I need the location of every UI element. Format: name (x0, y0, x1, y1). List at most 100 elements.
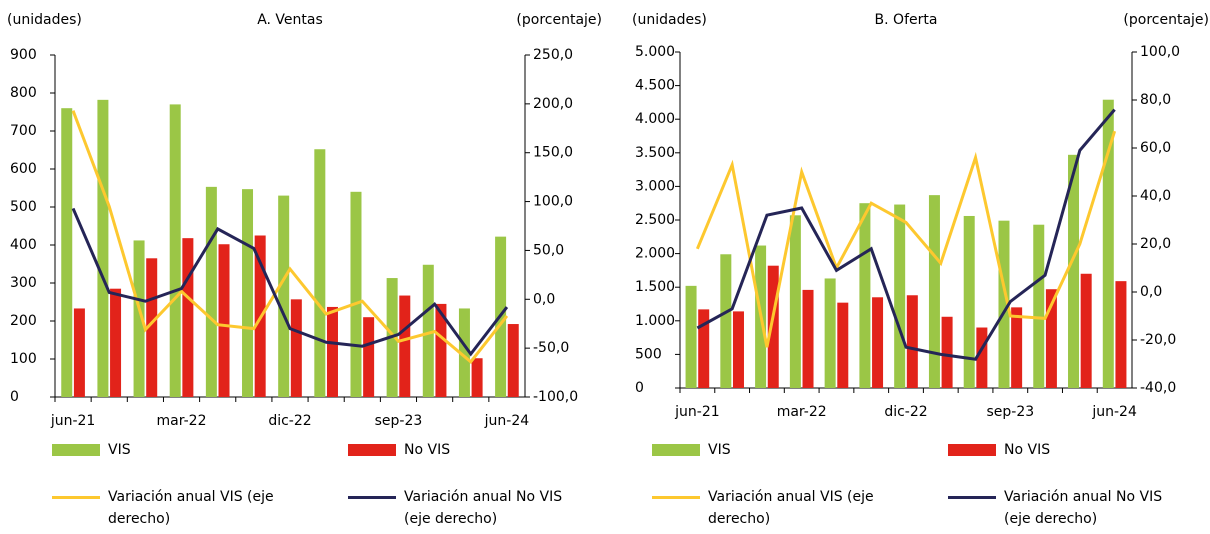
y2-tick-label: -100,0 (533, 389, 578, 405)
legend-label: Variación anual VIS (eje derecho) (108, 489, 274, 527)
bar (73, 308, 85, 397)
y2-tick-label: 60,0 (1140, 140, 1171, 156)
x-tick-label: mar-22 (157, 413, 207, 429)
y-tick-label: 2.500 (635, 212, 675, 228)
x-tick-label: jun-21 (50, 413, 96, 429)
y-tick-label: 0 (635, 380, 644, 396)
bar (837, 302, 849, 388)
bar (507, 324, 519, 397)
bar (789, 215, 801, 388)
x-tick-label: sep-23 (375, 413, 423, 429)
legend-swatch (348, 444, 396, 456)
legend-swatch (948, 444, 996, 456)
bar (906, 295, 918, 388)
y2-tick-label: 80,0 (1140, 92, 1171, 108)
bar (1102, 99, 1114, 388)
bar (976, 327, 988, 388)
line (696, 108, 1116, 361)
y-tick-label: 300 (10, 275, 37, 291)
bar (422, 264, 434, 397)
bar (859, 203, 871, 388)
bar (205, 186, 217, 397)
legend-label: VIS (108, 442, 131, 458)
bar (802, 289, 814, 388)
bar (720, 254, 732, 388)
y-tick-label: 3.000 (635, 178, 675, 194)
line (71, 207, 509, 357)
y-tick-label: 400 (10, 237, 37, 253)
bar (290, 299, 302, 397)
y2-tick-label: -40,0 (1140, 380, 1176, 396)
chart-title: A. Ventas (257, 12, 323, 28)
bar (399, 295, 411, 397)
bar (1011, 307, 1023, 388)
bar (1080, 273, 1092, 388)
y-tick-label: 0 (10, 389, 19, 405)
y2-tick-label: -20,0 (1140, 332, 1176, 348)
legend-label: Variación anual No VIS (eje derecho) (404, 489, 563, 527)
legend-label: No VIS (404, 442, 451, 458)
legend-line (948, 495, 996, 499)
bar (435, 303, 447, 397)
bar (767, 265, 779, 388)
bar (471, 358, 483, 397)
y-tick-label: 900 (10, 47, 37, 63)
bar (998, 220, 1010, 388)
y-tick-label: 200 (10, 313, 37, 329)
bar (314, 149, 326, 397)
line (71, 110, 509, 364)
y-tick-label: 500 (635, 346, 662, 362)
legend-line (348, 495, 396, 499)
bar (941, 316, 953, 388)
bar (146, 258, 158, 397)
bar (872, 297, 884, 388)
x-tick-label: sep-23 (986, 404, 1034, 420)
y-tick-label: 2.000 (635, 246, 675, 262)
x-tick-label: dic-22 (268, 413, 311, 429)
y2-tick-label: 0,0 (1140, 284, 1162, 300)
legend-label: VIS (708, 442, 731, 458)
y-tick-label: 700 (10, 123, 37, 139)
y2-tick-label: 100,0 (533, 194, 573, 210)
legend-swatch (652, 444, 700, 456)
y2-tick-label: 150,0 (533, 145, 573, 161)
bar (169, 104, 181, 398)
bar (218, 244, 230, 397)
y-tick-label: 5.000 (635, 44, 675, 60)
y2-tick-label: 200,0 (533, 96, 573, 112)
line (695, 130, 1117, 348)
y-tick-label: 600 (10, 161, 37, 177)
bar (133, 240, 145, 397)
bar (363, 317, 375, 397)
y2-axis-label: (porcentaje) (516, 12, 602, 28)
y2-tick-label: 100,0 (1140, 44, 1180, 60)
bar (1033, 224, 1045, 388)
y2-tick-label: 50,0 (533, 242, 564, 258)
y2-tick-label: 0,0 (533, 291, 555, 307)
x-tick-label: jun-21 (674, 404, 720, 420)
y-axis-label: (unidades) (7, 12, 82, 28)
x-tick-label: mar-22 (777, 404, 827, 420)
y2-axis-label: (porcentaje) (1123, 12, 1209, 28)
bar (685, 285, 697, 388)
bar (698, 309, 710, 388)
bar (1115, 281, 1127, 388)
bar (61, 108, 73, 397)
y-axis-label: (unidades) (632, 12, 707, 28)
y-tick-label: 100 (10, 351, 37, 367)
legend-swatch (52, 444, 100, 456)
x-tick-label: dic-22 (884, 404, 927, 420)
legend-label: Variación anual No VIS (eje derecho) (1004, 489, 1163, 527)
legend-label: No VIS (1004, 442, 1051, 458)
legend-line (52, 495, 100, 499)
y-tick-label: 4.000 (635, 111, 675, 127)
y-tick-label: 3.500 (635, 145, 675, 161)
y-tick-label: 4.500 (635, 78, 675, 94)
bar (458, 308, 470, 397)
bar (1068, 154, 1080, 388)
y-tick-label: 1.500 (635, 279, 675, 295)
y2-tick-label: -50,0 (533, 340, 569, 356)
legend-line (652, 495, 700, 499)
